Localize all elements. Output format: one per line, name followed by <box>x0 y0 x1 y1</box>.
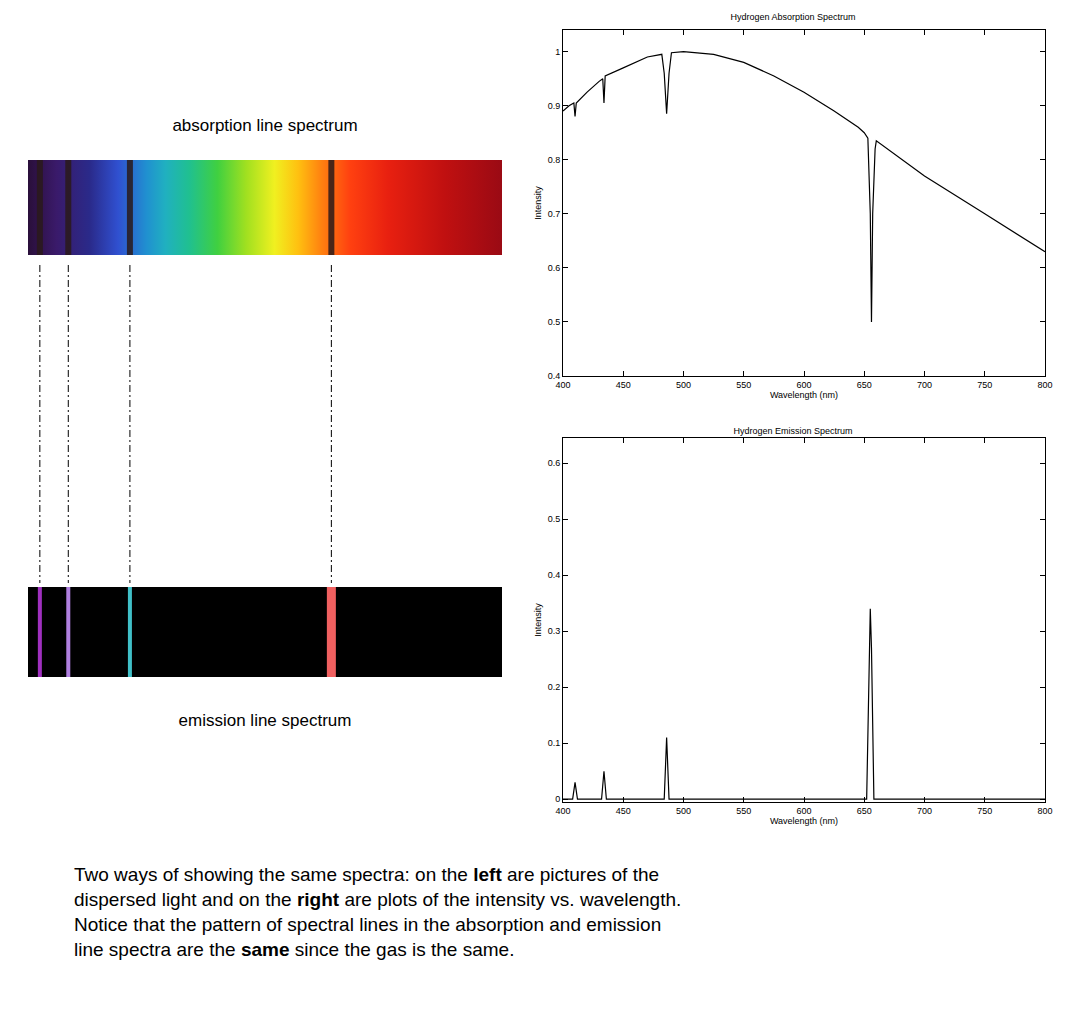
svg-text:emission line spectrum: emission line spectrum <box>179 711 352 730</box>
svg-text:0.5: 0.5 <box>548 514 561 524</box>
svg-text:550: 550 <box>736 806 751 816</box>
svg-text:800: 800 <box>1037 380 1052 390</box>
svg-text:400: 400 <box>555 806 570 816</box>
svg-text:absorption line spectrum: absorption line spectrum <box>172 116 357 135</box>
html-text:line spectra are the same sinc: line spectra are the same since the gas … <box>74 939 515 960</box>
svg-text:0.4: 0.4 <box>548 371 561 381</box>
svg-text:750: 750 <box>977 380 992 390</box>
svg-text:600: 600 <box>796 380 811 390</box>
svg-text:0.8: 0.8 <box>548 155 561 165</box>
svg-text:550: 550 <box>736 380 751 390</box>
svg-text:0.5: 0.5 <box>548 317 561 327</box>
svg-text:700: 700 <box>917 806 932 816</box>
svg-text:Hydrogen Emission Spectrum: Hydrogen Emission Spectrum <box>733 426 852 436</box>
svg-text:650: 650 <box>857 380 872 390</box>
html-text:Notice that the pattern of spe: Notice that the pattern of spectral line… <box>74 914 662 935</box>
svg-text:600: 600 <box>796 806 811 816</box>
html-text:dispersed light and on the rig: dispersed light and on the right are plo… <box>74 889 682 910</box>
svg-text:700: 700 <box>917 380 932 390</box>
svg-text:1: 1 <box>555 47 560 57</box>
svg-text:500: 500 <box>676 380 691 390</box>
svg-text:Intensity: Intensity <box>533 603 543 637</box>
svg-text:500: 500 <box>676 806 691 816</box>
svg-text:Hydrogen Absorption Spectrum: Hydrogen Absorption Spectrum <box>730 12 855 22</box>
svg-text:Intensity: Intensity <box>533 186 543 220</box>
svg-text:800: 800 <box>1037 806 1052 816</box>
svg-text:0.6: 0.6 <box>548 263 561 273</box>
svg-text:450: 450 <box>616 380 631 390</box>
html-text:Two ways of showing the same s: Two ways of showing the same spectra: on… <box>74 864 660 885</box>
svg-text:0.3: 0.3 <box>548 626 561 636</box>
svg-text:0.1: 0.1 <box>548 738 561 748</box>
svg-text:Wavelength (nm): Wavelength (nm) <box>770 816 838 826</box>
svg-text:Wavelength (nm): Wavelength (nm) <box>770 390 838 400</box>
svg-text:0.7: 0.7 <box>548 209 561 219</box>
svg-text:0.6: 0.6 <box>548 458 561 468</box>
svg-text:650: 650 <box>857 806 872 816</box>
svg-text:0.9: 0.9 <box>548 101 561 111</box>
svg-text:0: 0 <box>555 794 560 804</box>
svg-text:0.4: 0.4 <box>548 570 561 580</box>
svg-text:400: 400 <box>555 380 570 390</box>
svg-text:750: 750 <box>977 806 992 816</box>
svg-text:0.2: 0.2 <box>548 682 561 692</box>
svg-text:450: 450 <box>616 806 631 816</box>
